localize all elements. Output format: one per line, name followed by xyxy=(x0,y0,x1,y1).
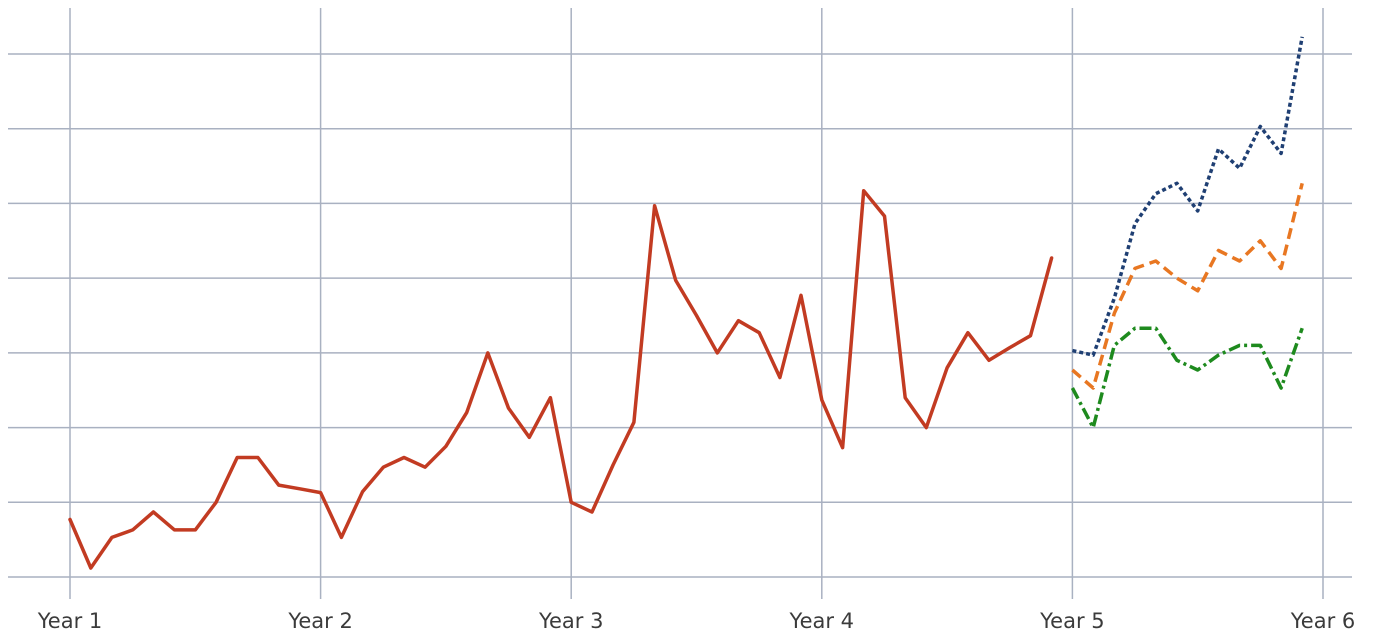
x-tick-label: Year 2 xyxy=(287,609,353,633)
x-axis-tick-labels: Year 1 Year 2 Year 3 Year 4 Year 5 Year 6 xyxy=(37,609,1356,633)
series-line-1 xyxy=(68,188,1054,570)
x-tick-label: Year 6 xyxy=(1290,609,1356,633)
x-tick-label: Year 3 xyxy=(538,609,604,633)
series-line-2 xyxy=(1072,36,1304,357)
series-line-3 xyxy=(1071,182,1304,390)
vertical-gridlines xyxy=(69,8,1324,599)
x-tick-label: Year 1 xyxy=(37,609,103,633)
x-tick-label: Year 5 xyxy=(1039,609,1105,633)
x-tick-label: Year 4 xyxy=(789,609,855,633)
series-line-4 xyxy=(1070,326,1304,430)
horizontal-gridlines xyxy=(8,53,1352,578)
series-lines xyxy=(68,36,1304,570)
